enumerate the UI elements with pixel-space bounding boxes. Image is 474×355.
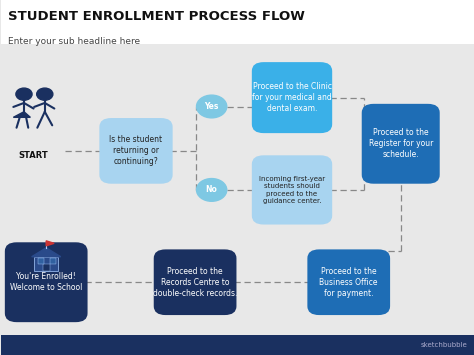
FancyBboxPatch shape: [252, 62, 332, 133]
Text: sketchbubble: sketchbubble: [420, 343, 467, 348]
FancyBboxPatch shape: [1, 0, 474, 44]
Text: Proceed to the
Business Office
for payment.: Proceed to the Business Office for payme…: [319, 267, 378, 298]
Text: STUDENT ENROLLMENT PROCESS FLOW: STUDENT ENROLLMENT PROCESS FLOW: [9, 10, 305, 23]
FancyBboxPatch shape: [1, 335, 474, 355]
Circle shape: [197, 179, 227, 201]
Text: Is the student
returning or
continuing?: Is the student returning or continuing?: [109, 135, 163, 166]
FancyBboxPatch shape: [154, 249, 237, 315]
Text: Enter your sub headline here: Enter your sub headline here: [9, 37, 140, 46]
FancyBboxPatch shape: [50, 258, 56, 264]
Polygon shape: [13, 112, 30, 117]
Circle shape: [36, 88, 53, 100]
Polygon shape: [46, 241, 54, 246]
Text: Yes: Yes: [204, 102, 219, 111]
Text: No: No: [206, 185, 218, 195]
Text: START: START: [18, 151, 48, 160]
FancyBboxPatch shape: [100, 118, 173, 184]
Text: Proceed to the Clinic
for your medical and
dental exam.: Proceed to the Clinic for your medical a…: [252, 82, 332, 113]
Text: Proceed to the
Records Centre to
double-check records.: Proceed to the Records Centre to double-…: [153, 267, 237, 298]
FancyBboxPatch shape: [362, 104, 440, 184]
Text: You're Enrolled!
Welcome to School: You're Enrolled! Welcome to School: [10, 272, 82, 292]
Text: Proceed to the
Register for your
schedule.: Proceed to the Register for your schedul…: [369, 128, 433, 159]
FancyBboxPatch shape: [34, 257, 58, 271]
FancyBboxPatch shape: [252, 155, 332, 224]
FancyBboxPatch shape: [307, 249, 390, 315]
FancyBboxPatch shape: [43, 264, 49, 271]
FancyBboxPatch shape: [5, 242, 88, 322]
Circle shape: [197, 95, 227, 118]
Polygon shape: [32, 248, 61, 257]
Text: Incoming first-year
students should
proceed to the
guidance center.: Incoming first-year students should proc…: [259, 176, 325, 204]
Circle shape: [16, 88, 32, 100]
FancyBboxPatch shape: [37, 258, 44, 264]
